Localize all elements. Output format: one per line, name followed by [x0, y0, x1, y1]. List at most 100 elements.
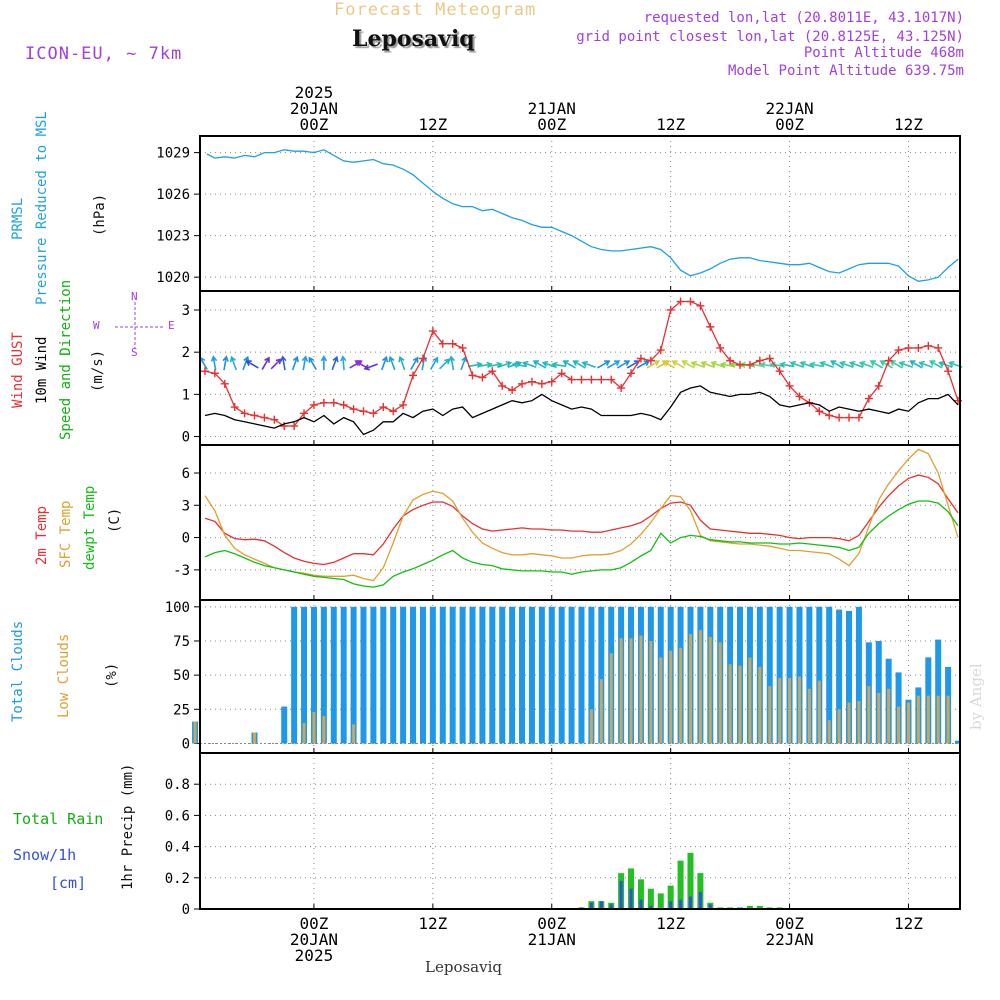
- wind-arrow-head: [948, 360, 955, 367]
- wind-arrow-head: [292, 355, 299, 363]
- wind-arrow-head: [808, 361, 816, 369]
- wind-arrow-head: [444, 358, 451, 365]
- total-clouds-bar: [766, 606, 773, 744]
- y-tick-label: 3: [182, 303, 190, 319]
- wind-arrow-head: [332, 355, 339, 363]
- gust-marker: [537, 379, 546, 388]
- wind-direction-arrow: [242, 356, 249, 371]
- wind-arrow-head: [700, 360, 707, 367]
- y-tick-label: 0.2: [165, 871, 190, 887]
- gust-marker: [577, 375, 586, 384]
- gust-marker: [498, 381, 507, 390]
- wind-arrow-head: [898, 360, 906, 367]
- gust-marker: [676, 297, 685, 306]
- wind-arrow-head: [398, 355, 405, 363]
- top-time-label: 21JAN: [528, 99, 576, 118]
- wind-arrow-head: [505, 360, 513, 367]
- wind-arrow-head: [879, 360, 886, 366]
- y-tick-label: 50: [173, 668, 190, 684]
- gust-marker: [547, 377, 556, 386]
- wind-direction-arrow: [199, 357, 208, 370]
- wind-direction-arrow: [582, 361, 596, 368]
- gust-marker: [765, 354, 774, 363]
- wind-direction-arrow: [533, 360, 547, 369]
- total-clouds-bar: [776, 606, 783, 744]
- wind-direction-arrow: [523, 361, 537, 368]
- y-tick-label: 1026: [156, 187, 190, 203]
- bottom-time-label: 12Z: [894, 914, 923, 933]
- location-title: Leposaviq: [352, 26, 475, 52]
- wind-arrow-head: [210, 355, 218, 362]
- gust-marker: [200, 367, 209, 376]
- gust-marker: [508, 386, 517, 395]
- wind-direction-arrow: [820, 361, 834, 368]
- total-clouds-bar: [310, 606, 317, 744]
- sfc-temp-line: [204, 448, 959, 582]
- total-clouds-bar: [588, 606, 595, 744]
- low-clouds-bar: [639, 635, 643, 744]
- wind-arrow-head: [354, 360, 361, 366]
- total-clouds-bar: [548, 606, 555, 744]
- wind-arrow-head: [511, 361, 519, 369]
- wind-direction-arrow: [399, 356, 406, 371]
- y-tick-label: 1: [182, 387, 190, 403]
- wind-direction-arrow: [656, 360, 669, 369]
- total-clouds-bar: [806, 606, 813, 744]
- wind-arrow-head: [869, 360, 876, 366]
- top-time-label: 2025: [295, 83, 334, 102]
- total-clouds-bar: [519, 606, 526, 744]
- label-percent: (%): [104, 662, 120, 688]
- low-clouds-bar: [322, 716, 326, 744]
- total-clouds-bar: [528, 606, 535, 744]
- low-clouds-bar: [728, 664, 732, 744]
- compass-east: E: [168, 319, 175, 332]
- footer-location: Leposaviq: [425, 958, 502, 976]
- low-clouds-bar: [797, 676, 801, 744]
- wind-direction-arrow: [711, 361, 725, 368]
- low-clouds-bar: [936, 695, 940, 744]
- low-clouds-bar: [698, 630, 702, 744]
- gust-marker: [835, 413, 844, 422]
- wind-arrow-head: [613, 360, 621, 366]
- snow-bar: [669, 901, 673, 909]
- low-clouds-bar: [768, 686, 772, 744]
- snow-bar: [599, 901, 603, 909]
- y-tick-label: 1029: [156, 146, 190, 162]
- y-tick-label: 0: [182, 531, 190, 547]
- y-tick-label: 0: [182, 736, 190, 752]
- y-tick-label: 0.8: [165, 777, 190, 793]
- top-time-label: 12Z: [894, 115, 923, 134]
- bottom-time-label: 12Z: [418, 914, 447, 933]
- snow-bar: [649, 905, 653, 909]
- wind-arrow-head: [719, 361, 727, 369]
- low-clouds-bar: [788, 677, 792, 744]
- wind-arrow-head: [849, 360, 856, 367]
- gust-marker: [636, 354, 645, 363]
- low-clouds-bar: [748, 657, 752, 744]
- y-tick-label: 1023: [156, 229, 190, 245]
- label-low-clouds: Low Clouds: [56, 633, 72, 718]
- wind-direction-arrow: [636, 360, 650, 369]
- total-clouds-bar: [469, 606, 476, 744]
- low-clouds-bar: [837, 709, 841, 744]
- rain-bar: [687, 852, 694, 909]
- gust-marker: [438, 339, 447, 348]
- wind-arrow-head: [280, 355, 287, 362]
- gust-marker: [290, 422, 299, 431]
- gust-marker: [339, 400, 348, 409]
- gust-marker: [795, 392, 804, 401]
- gust-marker: [230, 403, 239, 412]
- bottom-time-label: 00Z: [537, 914, 566, 933]
- wind-arrow-head: [363, 364, 371, 371]
- total-clouds-bar: [350, 606, 357, 744]
- wind-arrow-head: [532, 360, 540, 366]
- wind-arrow-head: [222, 355, 229, 362]
- rain-bar: [697, 873, 704, 909]
- low-clouds-bar: [778, 677, 782, 744]
- total-clouds-bar: [489, 606, 496, 744]
- total-clouds-bar: [281, 706, 288, 744]
- wind-direction-arrow: [606, 360, 620, 369]
- wind-direction-arrow: [477, 363, 492, 368]
- wind-direction-arrow: [223, 356, 228, 371]
